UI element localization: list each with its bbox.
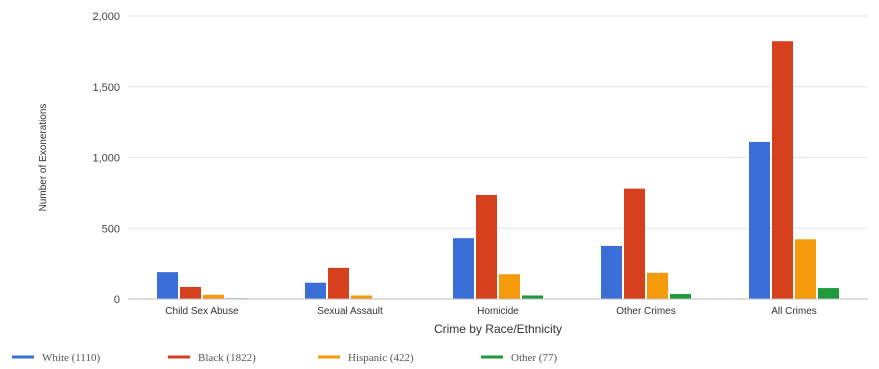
y-tick-label: 0 [114, 294, 120, 306]
bar-white-2 [305, 282, 326, 299]
y-tick-label: 2,000 [92, 11, 120, 23]
x-axis-title: Crime by Race/Ethnicity [434, 322, 562, 336]
legend-label: Hispanic (422) [348, 352, 414, 364]
bar-other-5 [818, 288, 839, 299]
x-tick-label: Sexual Assault [317, 306, 383, 317]
bar-hispanic-1 [203, 294, 224, 299]
bar-hispanic-5 [795, 239, 816, 299]
x-tick-label: Homicide [477, 306, 519, 317]
bar-black-2 [328, 267, 349, 299]
y-tick-label: 1,500 [92, 82, 120, 94]
bar-white-3 [453, 238, 474, 299]
bar-hispanic-3 [499, 274, 520, 299]
bar-other-3 [522, 295, 543, 299]
x-tick-label: Child Sex Abuse [165, 306, 239, 317]
gridlines [128, 15, 868, 229]
x-tick-label: All Crimes [771, 306, 817, 317]
y-axis-ticks: 0 500 1,000 1,500 2,000 [92, 11, 120, 306]
y-tick-label: 500 [102, 223, 120, 235]
legend-label: Other (77) [511, 352, 557, 364]
bar-hispanic-4 [647, 272, 668, 299]
bar-black-1 [180, 286, 201, 299]
bar-hispanic-2 [351, 295, 372, 299]
legend-label: White (1110) [42, 352, 100, 364]
bar-black-3 [476, 194, 497, 299]
legend-label: Black (1822) [198, 352, 256, 364]
bar-white-1 [157, 272, 178, 299]
y-axis-title: Number of Exonerations [38, 104, 49, 212]
bar-white-4 [601, 245, 622, 299]
x-axis-ticks: Child Sex Abuse Sexual Assault Homicide Oth… [165, 306, 816, 317]
bar-white-5 [749, 141, 770, 299]
bar-black-5 [772, 41, 793, 299]
bar-other-4 [670, 294, 691, 299]
bar-black-4 [624, 188, 645, 299]
legend: White (1110) Black (1822) Hispanic (422) Ot… [12, 352, 557, 364]
bars [157, 41, 839, 299]
x-tick-label: Other Crimes [616, 306, 675, 317]
y-tick-label: 1,000 [92, 153, 120, 165]
